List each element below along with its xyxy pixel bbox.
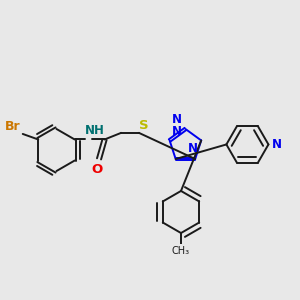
Text: CH₃: CH₃ — [172, 246, 190, 256]
Text: O: O — [91, 163, 102, 176]
Text: N: N — [272, 138, 282, 151]
Text: N: N — [172, 125, 182, 138]
Text: Br: Br — [5, 120, 20, 133]
Text: N: N — [188, 142, 198, 154]
Text: N: N — [172, 113, 182, 126]
Text: S: S — [140, 119, 149, 132]
Text: NH: NH — [85, 124, 105, 137]
